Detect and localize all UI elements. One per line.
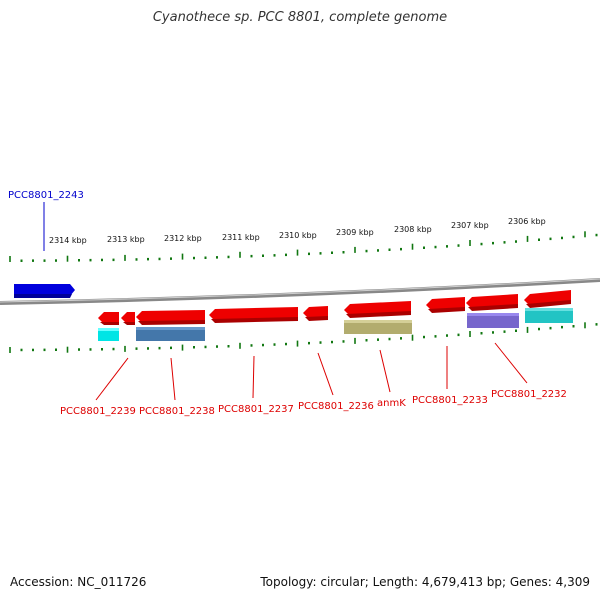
- gene-label-pcc8801-2243[interactable]: PCC8801_2243: [8, 190, 84, 201]
- scale-label: 2308 kbp: [394, 225, 432, 234]
- feature-bar[interactable]: [467, 313, 519, 328]
- genome-stats-text: Topology: circular; Length: 4,679,413 bp…: [260, 575, 590, 589]
- genome-backbone-highlight: [0, 278, 600, 303]
- feature-bar[interactable]: [98, 328, 119, 341]
- scale-label: 2310 kbp: [279, 231, 317, 240]
- gene-label-pcc8801-2239[interactable]: PCC8801_2239: [60, 406, 136, 417]
- gene-arrow[interactable]: [209, 307, 298, 323]
- scale-label: 2307 kbp: [451, 221, 489, 230]
- gene-label-pcc8801-2232[interactable]: PCC8801_2232: [491, 389, 567, 400]
- bottom-gene-labels: PCC8801_2239 PCC8801_2238 PCC8801_2237 P…: [60, 389, 567, 417]
- accession-text: Accession: NC_011726: [10, 575, 147, 589]
- feature-bar-shade: [98, 328, 119, 331]
- scale-label: 2312 kbp: [164, 234, 202, 243]
- lower-scale-ticks: [9, 322, 598, 353]
- gene-arrow: [14, 284, 75, 296]
- upper-scale-ticks: [9, 231, 598, 262]
- gene-arrow[interactable]: [524, 290, 571, 308]
- scale-label: 2313 kbp: [107, 235, 145, 244]
- bottom-strand-genes: [98, 290, 571, 325]
- feature-bar-shade: [344, 320, 412, 323]
- feature-bars: [98, 308, 573, 341]
- scale-label: 2309 kbp: [336, 228, 374, 237]
- feature-bar[interactable]: [344, 320, 412, 334]
- gene-label-pcc8801-2236[interactable]: PCC8801_2236: [298, 401, 374, 412]
- genome-backbone: [0, 278, 600, 305]
- feature-bar-shade: [136, 327, 205, 330]
- scale-label: 2314 kbp: [49, 236, 87, 245]
- genome-title: Cyanothece sp. PCC 8801, complete genome: [152, 10, 448, 25]
- label-leader-lines: [95, 342, 528, 401]
- scale-label: 2306 kbp: [508, 217, 546, 226]
- feature-bar-shade: [467, 313, 519, 316]
- feature-bar[interactable]: [525, 308, 573, 323]
- gene-label-pcc8801-2238[interactable]: PCC8801_2238: [139, 406, 215, 417]
- gene-arrow[interactable]: [303, 306, 328, 321]
- feature-bar[interactable]: [136, 327, 205, 341]
- gene-arrow[interactable]: [426, 297, 465, 313]
- gene-arrow-shade: [14, 294, 72, 298]
- scale-labels: 2314 kbp 2313 kbp 2312 kbp 2311 kbp 2310…: [49, 217, 546, 245]
- gene-label-pcc8801-2237[interactable]: PCC8801_2237: [218, 404, 294, 415]
- gene-arrow[interactable]: [344, 301, 411, 318]
- gene-arrow[interactable]: [136, 310, 205, 325]
- gene-label-anmk[interactable]: anmK: [377, 398, 406, 409]
- gene-label-pcc8801-2233[interactable]: PCC8801_2233: [412, 395, 488, 406]
- gene-arrow[interactable]: [98, 312, 119, 325]
- scale-label: 2311 kbp: [222, 233, 260, 242]
- gene-arrow[interactable]: [121, 312, 135, 325]
- feature-bar-shade: [525, 308, 573, 311]
- gene-arrow[interactable]: [466, 294, 518, 311]
- gene-pcc8801-2243[interactable]: [14, 284, 75, 298]
